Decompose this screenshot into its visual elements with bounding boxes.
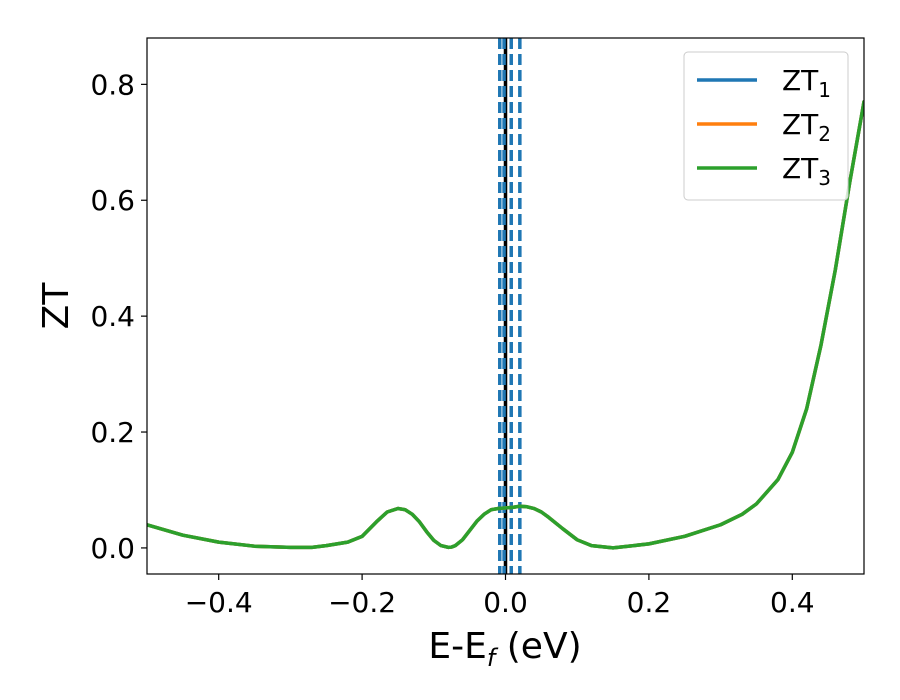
x-tick-label: 0.4 [770, 586, 815, 619]
y-tick-label: 0.4 [90, 300, 135, 333]
y-tick-label: 0.8 [90, 68, 135, 101]
y-axis-ticks: 0.0 0.2 0.4 0.6 0.8 [90, 68, 147, 565]
x-tick-label: −0.2 [328, 586, 396, 619]
legend-box [683, 51, 849, 201]
x-tick-label: 0.2 [627, 586, 672, 619]
vertical-lines [498, 38, 522, 574]
y-axis-label: ZT [36, 282, 77, 330]
series-line-zt3 [147, 99, 864, 550]
legend-label-zt1: ZT1 [782, 64, 831, 102]
x-axis-label: E-Ef (eV) [428, 626, 581, 672]
x-tick-label: −0.4 [185, 586, 253, 619]
legend-label-zt2: ZT2 [782, 108, 831, 146]
series-lines [147, 99, 864, 550]
legend: ZT1 ZT2 ZT3 [683, 51, 849, 201]
y-tick-label: 0.6 [90, 184, 135, 217]
y-tick-label: 0.2 [90, 416, 135, 449]
y-tick-label: 0.0 [90, 532, 135, 565]
x-tick-label: 0.0 [483, 586, 528, 619]
legend-label-zt3: ZT3 [782, 152, 831, 190]
x-axis-ticks: −0.4 −0.2 0.0 0.2 0.4 [185, 574, 815, 619]
